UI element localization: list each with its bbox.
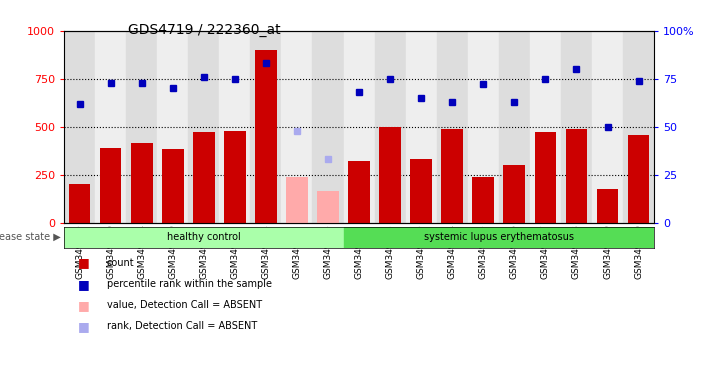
Bar [317, 191, 339, 223]
Bar [95, 31, 126, 223]
Bar [468, 31, 499, 223]
Bar [131, 143, 152, 223]
Text: rank, Detection Call = ABSENT: rank, Detection Call = ABSENT [107, 321, 257, 331]
Bar [410, 159, 432, 223]
Bar [343, 227, 654, 248]
Bar [561, 31, 592, 223]
Bar [406, 31, 437, 223]
Bar [157, 31, 188, 223]
Bar [219, 31, 250, 223]
Text: percentile rank within the sample: percentile rank within the sample [107, 279, 272, 289]
Bar [437, 31, 468, 223]
Bar [64, 31, 95, 223]
Bar [193, 131, 215, 223]
Text: ■: ■ [78, 299, 90, 312]
Bar [188, 31, 219, 223]
Bar [442, 129, 463, 223]
Bar [255, 50, 277, 223]
Bar [69, 184, 90, 223]
Bar [282, 31, 312, 223]
Bar [312, 31, 343, 223]
Bar [100, 148, 122, 223]
Bar [499, 31, 530, 223]
Bar [379, 127, 401, 223]
Bar [535, 131, 556, 223]
Bar [348, 161, 370, 223]
Bar [64, 227, 343, 248]
Text: healthy control: healthy control [167, 232, 240, 242]
Bar [597, 189, 619, 223]
Bar [623, 31, 654, 223]
Bar [126, 31, 157, 223]
Bar [224, 131, 246, 223]
Bar [286, 177, 308, 223]
Bar [628, 136, 649, 223]
Bar [472, 177, 494, 223]
Text: ■: ■ [78, 257, 90, 270]
Bar [530, 31, 561, 223]
Bar [592, 31, 623, 223]
Text: count: count [107, 258, 134, 268]
Bar [375, 31, 406, 223]
Text: systemic lupus erythematosus: systemic lupus erythematosus [424, 232, 574, 242]
Bar [250, 31, 282, 223]
Bar [566, 129, 587, 223]
Text: disease state ▶: disease state ▶ [0, 232, 60, 242]
Bar [343, 31, 375, 223]
Text: value, Detection Call = ABSENT: value, Detection Call = ABSENT [107, 300, 262, 310]
Text: ■: ■ [78, 278, 90, 291]
Bar [503, 165, 525, 223]
Bar [162, 149, 183, 223]
Text: ■: ■ [78, 320, 90, 333]
Text: GDS4719 / 222360_at: GDS4719 / 222360_at [128, 23, 281, 37]
